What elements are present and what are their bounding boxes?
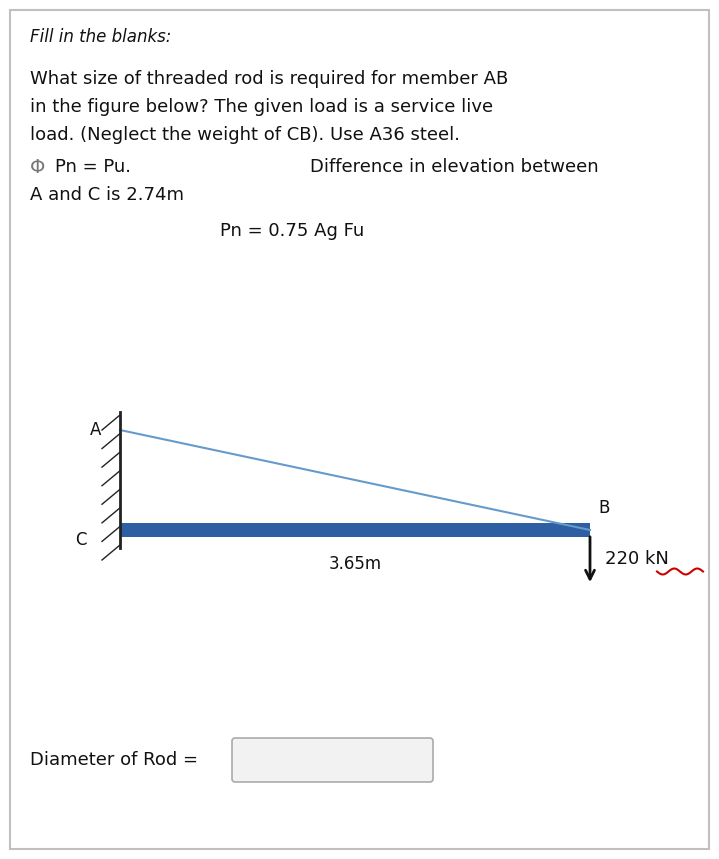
Text: in the figure below? The given load is a service live: in the figure below? The given load is a… (30, 98, 493, 116)
Text: 220 kN: 220 kN (605, 551, 669, 569)
Text: 3.65m: 3.65m (329, 555, 382, 573)
Text: What size of threaded rod is required for member AB: What size of threaded rod is required fo… (30, 70, 508, 88)
Text: A: A (90, 421, 101, 439)
Text: Diameter of Rod =: Diameter of Rod = (30, 751, 198, 769)
Text: Fill in the blanks:: Fill in the blanks: (30, 28, 171, 46)
Text: Φ: Φ (30, 158, 45, 177)
FancyBboxPatch shape (120, 523, 590, 537)
Text: Difference in elevation between: Difference in elevation between (310, 158, 599, 176)
Text: B: B (598, 499, 610, 517)
Text: load. (Neglect the weight of CB). Use A36 steel.: load. (Neglect the weight of CB). Use A3… (30, 126, 460, 144)
Text: A and C is 2.74m: A and C is 2.74m (30, 186, 184, 204)
FancyBboxPatch shape (232, 738, 433, 782)
Text: Pn = Pu.: Pn = Pu. (55, 158, 131, 176)
Text: C: C (75, 531, 86, 549)
Text: Pn = 0.75 Ag Fu: Pn = 0.75 Ag Fu (220, 222, 365, 240)
